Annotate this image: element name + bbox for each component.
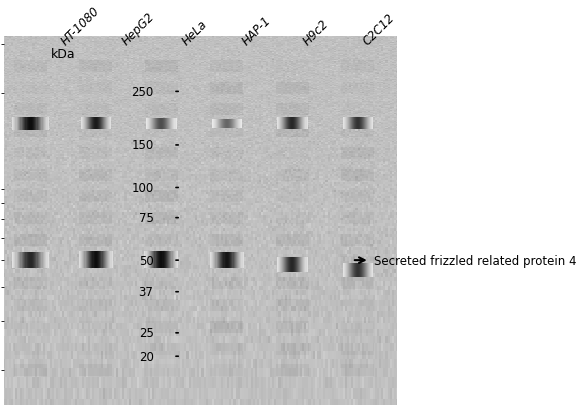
Text: 20: 20 [138,350,153,363]
Text: HeLa: HeLa [179,18,210,48]
Text: 100: 100 [131,182,153,194]
Text: HAP-1: HAP-1 [240,14,274,48]
Text: 250: 250 [131,85,153,99]
Text: C2C12: C2C12 [361,11,398,48]
Text: HepG2: HepG2 [119,10,157,48]
Text: 150: 150 [131,139,153,152]
Text: Secreted frizzled related protein 4: Secreted frizzled related protein 4 [373,254,576,267]
Text: 75: 75 [138,211,153,225]
Text: 37: 37 [138,285,153,299]
Text: 25: 25 [138,326,153,339]
Text: kDa: kDa [51,48,76,61]
Text: 50: 50 [138,254,153,267]
Text: H9c2: H9c2 [301,17,331,48]
Text: HT-1080: HT-1080 [59,4,102,48]
